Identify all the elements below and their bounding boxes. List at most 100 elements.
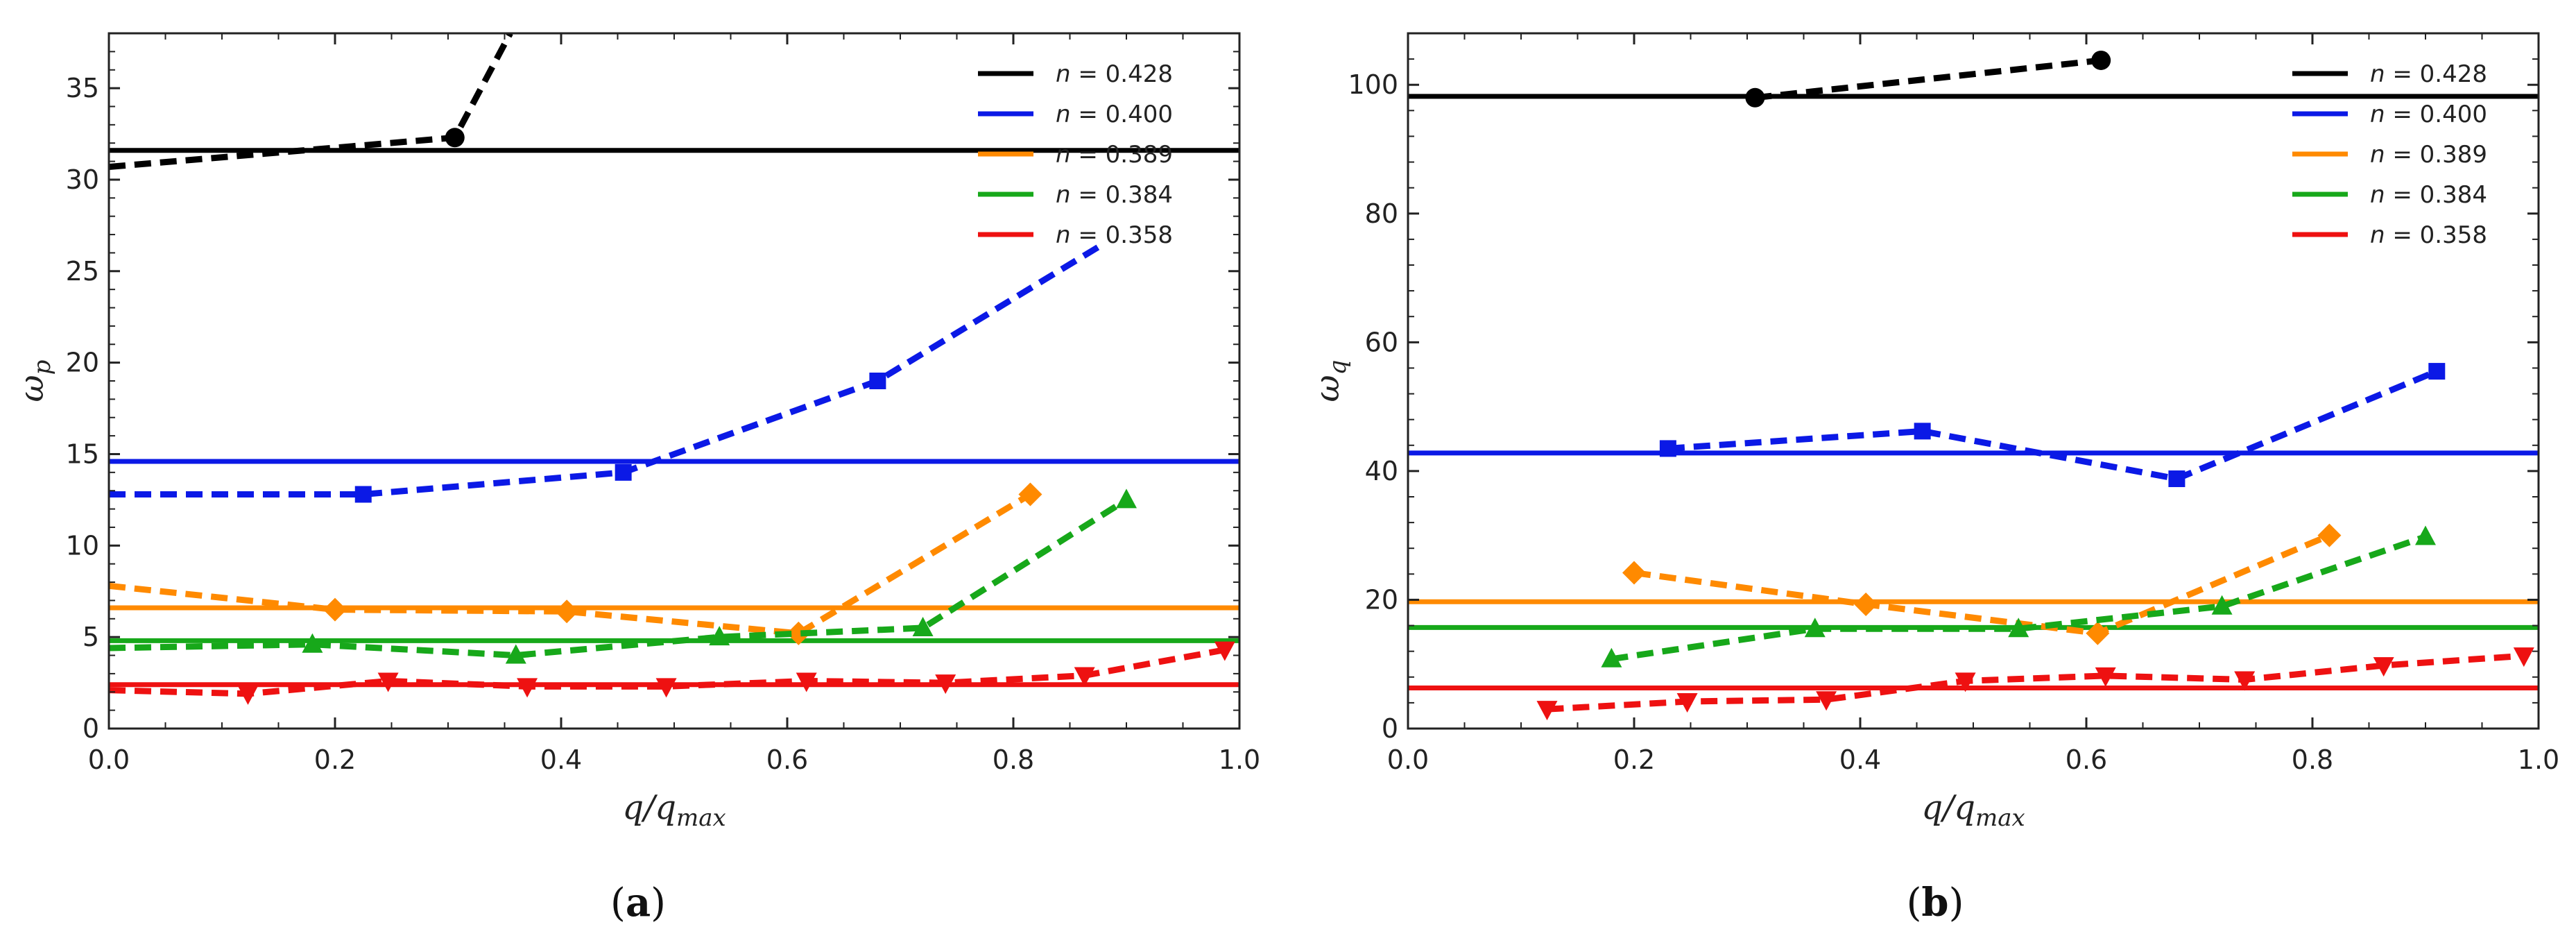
caption-paren-open: ( bbox=[610, 880, 626, 926]
x-tick-label: 0.8 bbox=[2292, 744, 2333, 775]
x-axis-label-main: q/q bbox=[1921, 788, 1975, 827]
y-axis-label-sub: p bbox=[28, 360, 56, 375]
legend-var: n bbox=[1056, 101, 1071, 128]
x-tick-label: 0.6 bbox=[2066, 744, 2107, 775]
x-tick-label: 0.4 bbox=[1839, 744, 1881, 775]
caption-paren-close: ) bbox=[651, 880, 666, 926]
marker-point bbox=[323, 597, 347, 622]
legend-var: n bbox=[1056, 181, 1071, 209]
y-axis-label: ωp bbox=[12, 360, 56, 402]
marker-point bbox=[377, 672, 399, 692]
marker-point bbox=[555, 599, 579, 624]
y-axis-label-group: ωq bbox=[1308, 360, 1352, 402]
marker-point bbox=[2008, 618, 2029, 638]
marker-point bbox=[709, 626, 730, 646]
caption-letter: b bbox=[1921, 880, 1948, 926]
y-tick-label: 15 bbox=[66, 439, 99, 469]
legend-label-n-0.428: n = 0.428 bbox=[1056, 60, 1173, 88]
marker-point bbox=[2513, 647, 2534, 667]
marker-point bbox=[1854, 592, 1878, 616]
marker-point bbox=[1116, 488, 1137, 509]
legend-label-n-0.400: n = 0.400 bbox=[1056, 101, 1173, 128]
y-tick-label: 20 bbox=[66, 348, 99, 378]
legend-label-n-0.400: n = 0.400 bbox=[2370, 101, 2487, 128]
legend-var: n bbox=[2370, 60, 2385, 88]
y-tick-label: 100 bbox=[1348, 69, 1398, 100]
x-tick-label: 0.8 bbox=[993, 744, 1034, 775]
y-tick-label: 0 bbox=[83, 713, 99, 744]
x-tick-label: 0.0 bbox=[1387, 744, 1429, 775]
marker-point bbox=[1676, 693, 1698, 713]
x-tick-label: 0.6 bbox=[766, 744, 808, 775]
y-axis-label-main: ω bbox=[1308, 375, 1347, 402]
marker-point bbox=[2415, 525, 2436, 545]
plot-area bbox=[109, 33, 1239, 705]
dashed-series-n-0.358 bbox=[109, 647, 1226, 697]
dashed-series-n-0.400 bbox=[1667, 368, 2439, 482]
x-axis-label-main: q/q bbox=[622, 788, 676, 827]
x-tick-label: 1.0 bbox=[2518, 744, 2559, 775]
marker-point bbox=[1536, 701, 1558, 721]
x-tick-label: 0.4 bbox=[540, 744, 582, 775]
marker-point bbox=[1914, 423, 1931, 440]
dashed-series-n-0.400 bbox=[109, 241, 1106, 497]
legend-value: = 0.384 bbox=[2385, 181, 2487, 209]
y-tick-label: 30 bbox=[66, 164, 99, 195]
x-tick-label: 0.0 bbox=[88, 744, 130, 775]
marker-point bbox=[1955, 672, 1976, 692]
legend-label-n-0.384: n = 0.384 bbox=[1056, 181, 1173, 209]
marker-point bbox=[2095, 667, 2116, 687]
marker-point bbox=[1214, 641, 1235, 661]
marker-point bbox=[302, 633, 323, 653]
dashed-series-n-0.384 bbox=[109, 497, 1128, 659]
dashed-series-n-0.428 bbox=[109, 33, 513, 170]
y-axis-label-sub: q bbox=[1324, 360, 1352, 375]
y-tick-label: 35 bbox=[66, 73, 99, 103]
legend-label-n-0.358: n = 0.358 bbox=[2370, 221, 2487, 249]
y-axis-label-main: ω bbox=[12, 375, 51, 402]
marker-point bbox=[912, 616, 934, 636]
y-tick-label: 5 bbox=[83, 622, 99, 652]
x-tick-label: 0.2 bbox=[314, 744, 356, 775]
marker-point bbox=[2211, 595, 2233, 615]
legend-var: n bbox=[1056, 221, 1071, 249]
legend-label-n-0.358: n = 0.358 bbox=[1056, 221, 1173, 249]
legend-label-n-0.389: n = 0.389 bbox=[1056, 141, 1173, 169]
caption-paren-open: ( bbox=[1907, 880, 1922, 926]
legend-label-n-0.428: n = 0.428 bbox=[2370, 60, 2487, 88]
panel-caption: (b) bbox=[1907, 880, 1964, 926]
legend-var: n bbox=[1056, 141, 1071, 169]
panel-b: 0.0 0.2 0.4 0.6 0.8 1.0 0 20 40 60 80 100 q/qmax ωq n … bbox=[1308, 32, 2559, 926]
dashed-series-n-0.428 bbox=[1754, 57, 2102, 101]
y-tick-label: 60 bbox=[1365, 327, 1398, 357]
x-tick-label: 1.0 bbox=[1219, 744, 1260, 775]
legend-value: = 0.400 bbox=[2385, 101, 2487, 128]
legend-var: n bbox=[2370, 141, 2385, 169]
dashed-series-n-0.389 bbox=[1633, 532, 2331, 637]
legend-var: n bbox=[1056, 60, 1071, 88]
legend-value: = 0.428 bbox=[1071, 60, 1173, 88]
plot-area bbox=[1408, 50, 2539, 721]
marker-point bbox=[1804, 618, 1826, 638]
dashed-series-n-0.358 bbox=[1547, 652, 2525, 713]
marker-point bbox=[237, 685, 259, 705]
marker-point bbox=[445, 128, 465, 148]
marker-point bbox=[1745, 87, 1765, 108]
x-axis-label: q/qmax bbox=[622, 788, 725, 832]
legend-value: = 0.428 bbox=[2385, 60, 2487, 88]
y-tick-label: 0 bbox=[1382, 713, 1398, 744]
marker-point bbox=[2317, 523, 2342, 547]
x-axis-label: q/qmax bbox=[1921, 788, 2025, 832]
legend-value: = 0.358 bbox=[1071, 221, 1173, 249]
marker-point bbox=[354, 486, 372, 503]
marker-point bbox=[796, 672, 817, 692]
legend-value: = 0.389 bbox=[2385, 141, 2487, 169]
marker-point bbox=[869, 373, 886, 389]
y-tick-label: 25 bbox=[66, 256, 99, 287]
panel-caption: (a) bbox=[610, 880, 666, 926]
marker-point bbox=[1074, 667, 1095, 687]
marker-point bbox=[505, 644, 526, 664]
marker-point bbox=[787, 621, 811, 645]
legend-var: n bbox=[2370, 181, 2385, 209]
